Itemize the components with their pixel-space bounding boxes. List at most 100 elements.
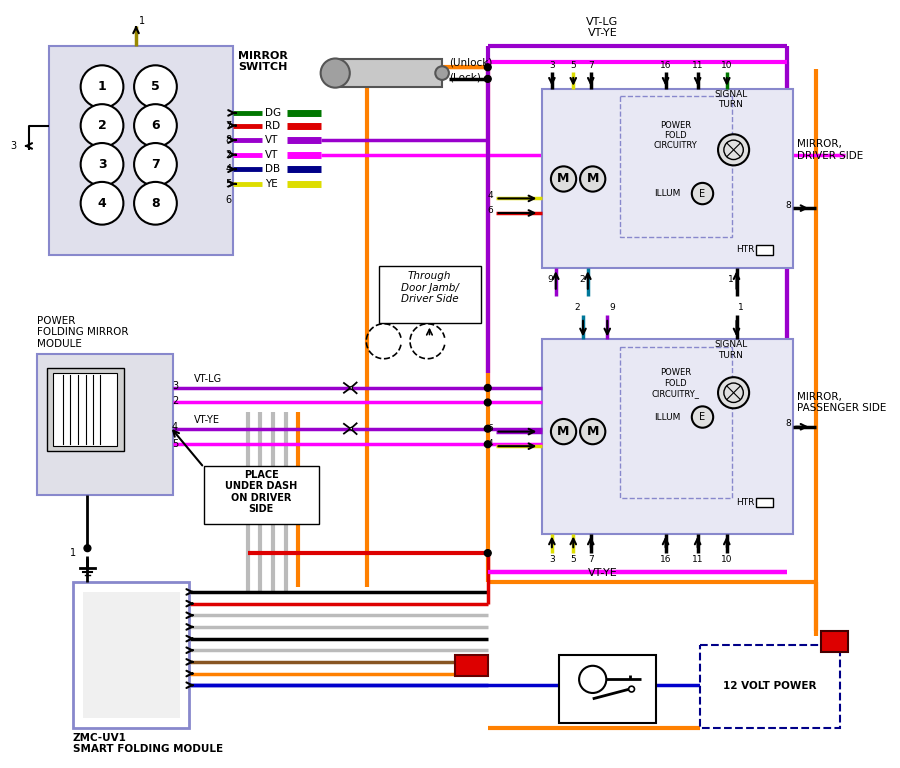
Text: 1: 1 xyxy=(728,275,733,284)
Text: 11: 11 xyxy=(692,61,704,70)
Text: 7: 7 xyxy=(225,121,231,131)
Bar xyxy=(699,645,841,728)
Text: 2: 2 xyxy=(580,275,585,284)
Circle shape xyxy=(484,399,491,406)
Text: (Lock): (Lock) xyxy=(449,73,481,83)
Text: VT-YE: VT-YE xyxy=(588,28,617,38)
Circle shape xyxy=(718,134,749,165)
Text: POWER
FOLDING MIRROR
MODULE: POWER FOLDING MIRROR MODULE xyxy=(37,316,129,349)
Circle shape xyxy=(580,419,606,444)
Text: 6: 6 xyxy=(151,119,160,132)
Circle shape xyxy=(81,143,123,186)
Text: 2: 2 xyxy=(97,119,106,132)
Text: 16: 16 xyxy=(660,61,671,70)
Bar xyxy=(379,266,481,323)
Text: 3: 3 xyxy=(549,61,554,70)
Text: 11: 11 xyxy=(692,555,704,564)
Text: 6: 6 xyxy=(488,424,493,433)
Circle shape xyxy=(134,143,176,186)
Text: 12 VOLT POWER: 12 VOLT POWER xyxy=(723,681,816,691)
Bar xyxy=(542,88,793,268)
Circle shape xyxy=(484,441,491,448)
Text: VT-LG: VT-LG xyxy=(194,374,222,384)
Circle shape xyxy=(436,66,449,80)
Text: POWER
FOLD
CIRCUITRY_: POWER FOLD CIRCUITRY_ xyxy=(652,369,699,399)
Circle shape xyxy=(350,428,353,430)
Text: 2: 2 xyxy=(225,150,231,160)
Circle shape xyxy=(84,545,91,551)
Text: 7: 7 xyxy=(588,61,594,70)
Circle shape xyxy=(580,167,606,191)
Text: VT: VT xyxy=(266,150,279,160)
Bar xyxy=(73,582,190,728)
Text: VT-LG: VT-LG xyxy=(586,17,618,27)
Text: 4: 4 xyxy=(172,422,178,432)
Text: 8: 8 xyxy=(785,200,791,210)
Circle shape xyxy=(551,167,576,191)
Text: MIRROR
SWITCH: MIRROR SWITCH xyxy=(238,51,288,72)
Text: 8: 8 xyxy=(225,135,231,145)
Circle shape xyxy=(484,75,491,82)
Text: 4: 4 xyxy=(97,197,106,210)
Bar xyxy=(756,245,773,255)
Circle shape xyxy=(484,425,491,432)
Text: 10: 10 xyxy=(721,555,733,564)
Text: 9: 9 xyxy=(547,275,553,284)
Circle shape xyxy=(484,550,491,557)
Circle shape xyxy=(579,666,607,693)
Text: E: E xyxy=(699,189,706,199)
Bar xyxy=(454,655,488,677)
Text: 5: 5 xyxy=(151,80,160,93)
Text: SIGNAL
TURN: SIGNAL TURN xyxy=(714,90,747,109)
Text: 6: 6 xyxy=(488,206,493,214)
Text: VT-YE: VT-YE xyxy=(588,568,617,578)
Text: 4: 4 xyxy=(488,439,493,448)
Circle shape xyxy=(692,183,713,204)
Circle shape xyxy=(724,383,743,402)
Text: 5: 5 xyxy=(571,555,576,564)
Text: 1: 1 xyxy=(139,15,145,25)
Circle shape xyxy=(320,58,350,88)
Circle shape xyxy=(350,386,353,389)
Bar xyxy=(756,498,773,508)
Text: 9: 9 xyxy=(609,303,615,312)
Text: 3: 3 xyxy=(549,555,554,564)
Text: 8: 8 xyxy=(785,419,791,429)
Text: M: M xyxy=(587,173,599,186)
Text: VT: VT xyxy=(266,135,279,145)
Circle shape xyxy=(551,419,576,444)
Text: ILLUM: ILLUM xyxy=(653,412,680,422)
Circle shape xyxy=(724,140,743,160)
Text: VT-YE: VT-YE xyxy=(194,415,220,425)
Text: 10: 10 xyxy=(721,61,733,70)
Bar xyxy=(620,347,732,498)
Text: 7: 7 xyxy=(588,555,594,564)
Text: MIRROR,
DRIVER SIDE: MIRROR, DRIVER SIDE xyxy=(796,139,863,161)
Bar xyxy=(620,97,732,237)
Text: HTR: HTR xyxy=(736,498,755,507)
Text: 1: 1 xyxy=(69,548,76,558)
Circle shape xyxy=(81,104,123,147)
Text: 5: 5 xyxy=(571,61,576,70)
Text: M: M xyxy=(557,425,570,438)
Text: Through
Door Jamb/
Driver Side: Through Door Jamb/ Driver Side xyxy=(400,271,458,304)
Text: RD: RD xyxy=(266,121,281,131)
Text: DG: DG xyxy=(266,108,282,118)
Circle shape xyxy=(81,65,123,108)
Bar xyxy=(37,354,173,495)
Text: SIGNAL
TURN: SIGNAL TURN xyxy=(714,340,747,359)
Text: E: E xyxy=(699,412,706,422)
Circle shape xyxy=(629,686,634,692)
Text: 16: 16 xyxy=(660,555,671,564)
Bar xyxy=(559,655,656,723)
Text: (Unlock): (Unlock) xyxy=(449,58,492,68)
Text: 4: 4 xyxy=(488,191,493,200)
Bar xyxy=(335,59,442,87)
Bar xyxy=(49,46,233,255)
Text: 1: 1 xyxy=(97,80,106,93)
Text: HTR: HTR xyxy=(736,246,755,254)
Text: 1: 1 xyxy=(738,303,744,312)
Text: YE: YE xyxy=(266,179,278,189)
Bar xyxy=(53,373,117,446)
Bar xyxy=(204,465,319,524)
